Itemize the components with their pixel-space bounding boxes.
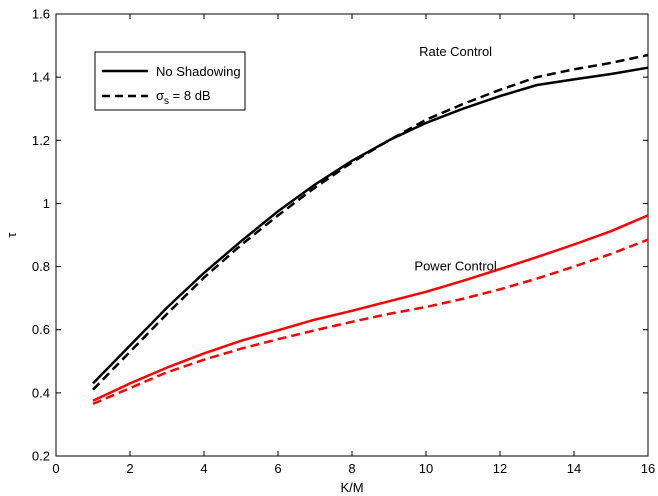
x-tick-label: 14 [567,461,581,476]
y-tick-label: 0.4 [32,385,50,400]
series-line-0 [92,66,649,385]
annotation-power-control: Power Control [414,259,496,274]
annotation-rate-control: Rate Control [419,44,492,59]
series-line-3 [92,238,649,406]
legend-subscript: s [164,96,169,107]
y-tick-label: 0.8 [32,259,50,274]
x-tick-label: 4 [200,461,207,476]
legend-sigma: σ [156,88,164,103]
x-tick-label: 2 [126,461,133,476]
series-line-2 [92,214,649,402]
y-tick-label: 0.6 [32,322,50,337]
legend-box [94,51,246,111]
y-tick-label: 1 [43,196,50,211]
axis-ticks: 0 2 4 6 8 10 12 14 16 0.2 0.4 0.6 0.8 1 1.2 1.4 1.6 [32,7,655,477]
x-tick-label: 12 [493,461,507,476]
series-line-1 [92,53,649,391]
y-axis-label: τ [4,232,19,238]
y-tick-label: 0.2 [32,449,50,464]
x-tick-label: 6 [274,461,281,476]
legend-suffix: = 8 dB [169,88,211,103]
x-tick-label: 0 [52,461,59,476]
x-tick-label: 10 [419,461,433,476]
x-axis-label: K/M [340,480,363,495]
y-tick-label: 1.4 [32,70,50,85]
y-tick-label: 1.6 [32,7,50,22]
series-lines [92,53,649,406]
x-tick-label: 16 [641,461,655,476]
legend: No Shadowing σs = 8 dB [94,51,246,111]
legend-label-shadowing: σs = 8 dB [156,88,211,107]
x-tick-label: 8 [348,461,355,476]
legend-label-no-shadowing: No Shadowing [156,64,241,79]
y-tick-label: 1.2 [32,133,50,148]
